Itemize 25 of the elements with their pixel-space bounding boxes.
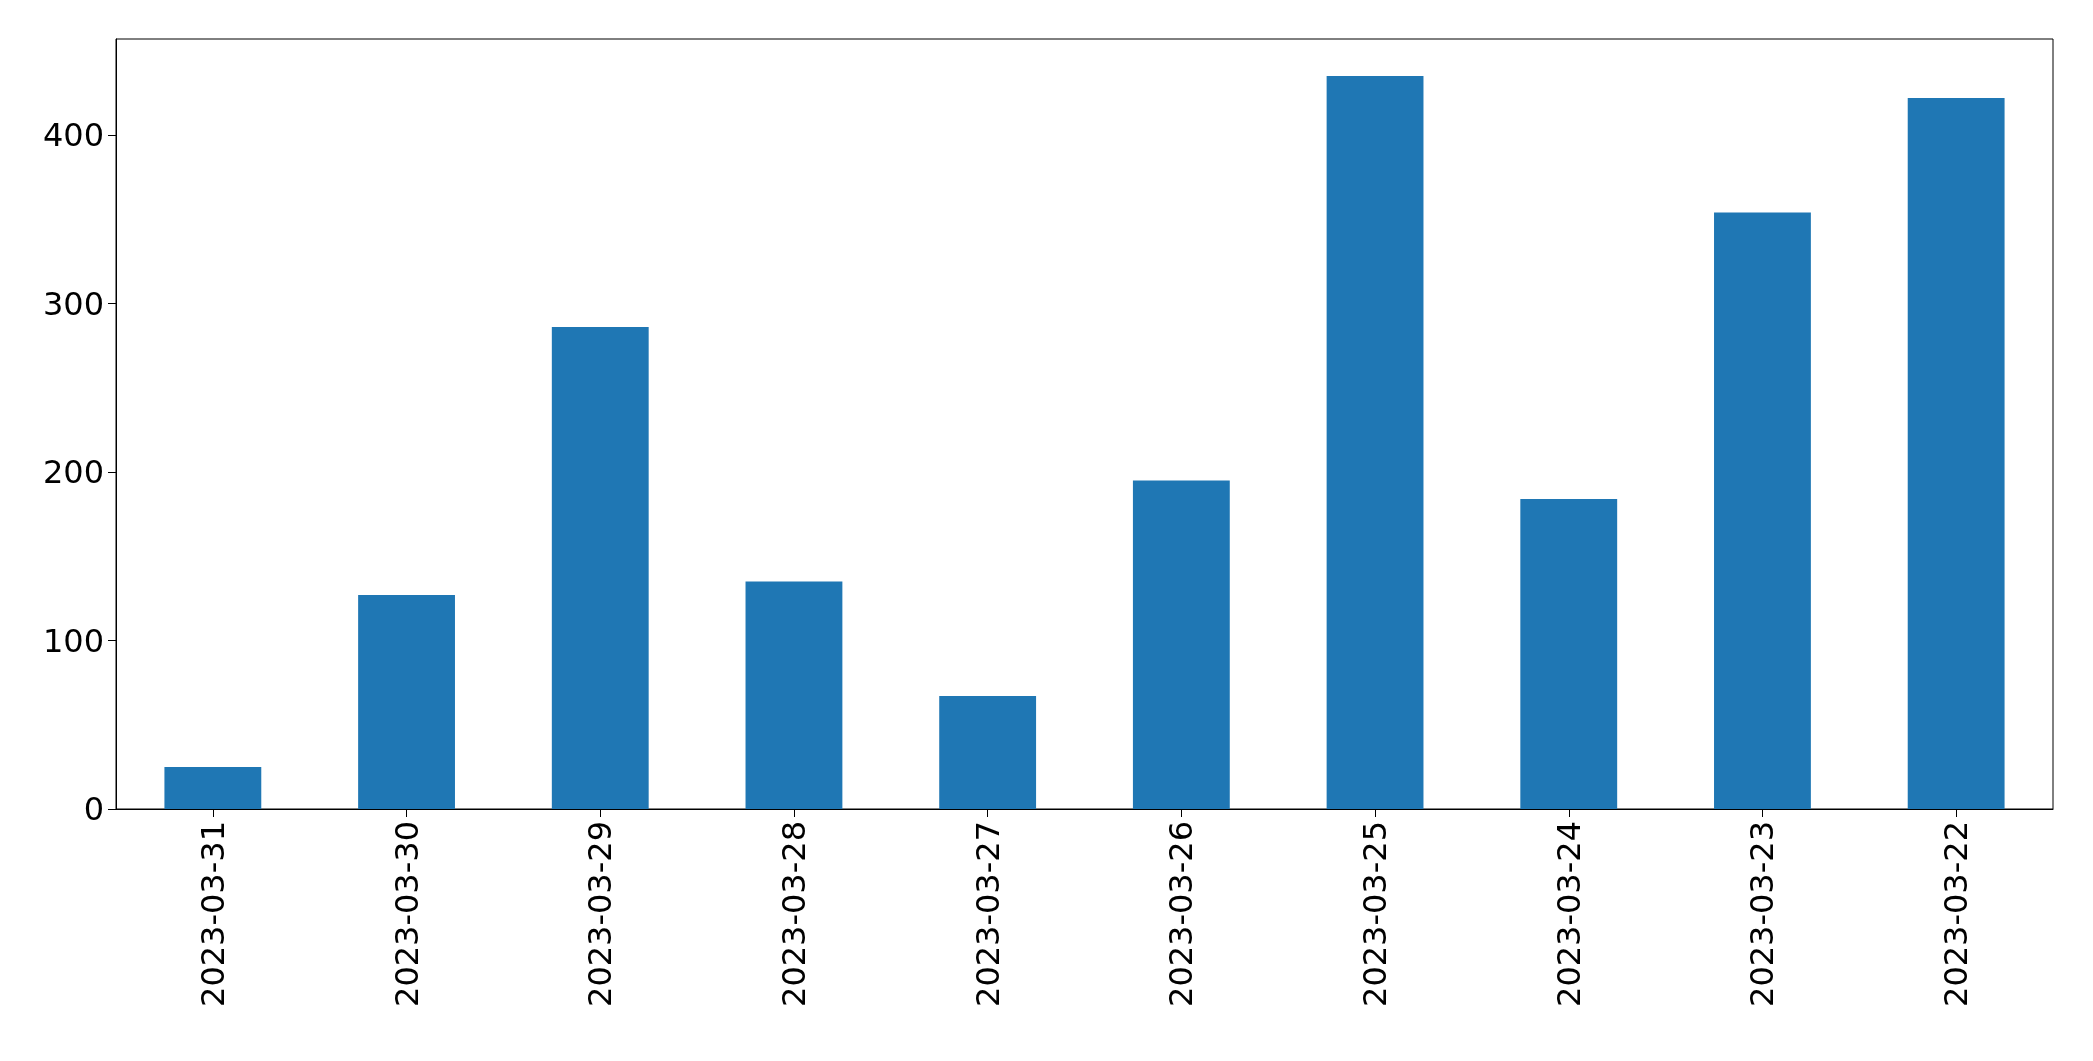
bar <box>1714 212 1811 809</box>
x-tick-label: 2023-03-27 <box>968 821 1007 1007</box>
y-tick-label: 200 <box>42 453 104 492</box>
x-tick-label: 2023-03-28 <box>774 821 813 1007</box>
bar <box>1520 498 1618 809</box>
bar <box>939 696 1037 809</box>
y-tick-label: 100 <box>42 621 104 660</box>
y-tick-label: 300 <box>42 284 104 323</box>
bar <box>1907 97 2005 809</box>
x-tick-label: 2023-03-29 <box>581 821 620 1007</box>
bar <box>551 327 649 809</box>
bar <box>1326 76 1424 809</box>
x-tick-label: 2023-03-22 <box>1937 821 1976 1007</box>
x-tick-label: 2023-03-26 <box>1162 821 1201 1007</box>
x-tick-label: 2023-03-23 <box>1743 821 1782 1007</box>
x-tick-label: 2023-03-25 <box>1356 821 1395 1007</box>
y-tick-label: 0 <box>83 790 104 828</box>
bar <box>745 581 843 809</box>
y-tick-label: 400 <box>42 116 104 155</box>
x-tick-label: 2023-03-24 <box>1549 821 1588 1007</box>
bar <box>1132 480 1230 809</box>
bar <box>164 766 262 809</box>
x-tick-label: 2023-03-31 <box>193 821 232 1007</box>
bar <box>358 595 455 809</box>
x-tick-label: 2023-03-30 <box>387 821 426 1007</box>
